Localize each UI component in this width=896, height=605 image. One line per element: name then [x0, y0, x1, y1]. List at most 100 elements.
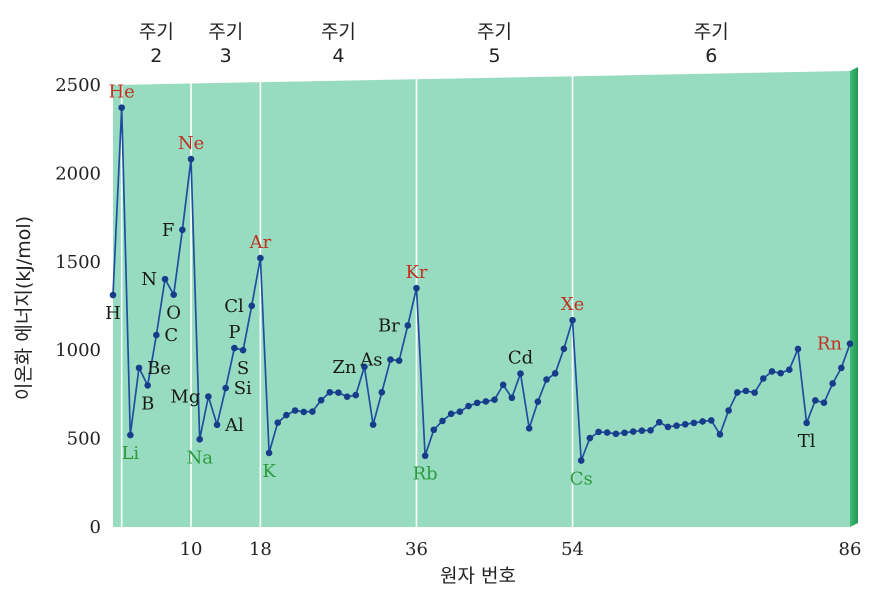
point-z61	[629, 428, 637, 435]
point-z34	[395, 357, 403, 364]
point-z49	[525, 425, 533, 432]
label-Kr: Kr	[405, 262, 427, 283]
label-O: O	[166, 303, 181, 324]
period-number-2: 2	[150, 45, 162, 67]
period-number-6: 6	[705, 45, 717, 67]
label-He: He	[108, 82, 134, 103]
point-z65	[664, 423, 672, 431]
point-z9	[179, 226, 186, 234]
point-z40	[447, 410, 455, 418]
point-z85	[838, 364, 845, 372]
label-Be: Be	[147, 358, 171, 379]
ytick-2500: 2500	[55, 75, 101, 96]
label-Mg: Mg	[170, 387, 200, 408]
point-z22	[291, 407, 299, 414]
point-z62	[638, 427, 646, 434]
point-z10	[187, 155, 195, 163]
ytick-1500: 1500	[55, 252, 101, 273]
period-word-3: 주기	[208, 21, 243, 43]
label-Xe: Xe	[561, 294, 584, 315]
label-S: S	[237, 358, 249, 379]
label-Cs: Cs	[570, 469, 593, 490]
point-z48	[517, 370, 524, 377]
period-number-3: 3	[220, 45, 232, 67]
xtick-10: 10	[180, 539, 203, 560]
label-P: P	[228, 322, 240, 343]
point-z73	[733, 389, 741, 396]
point-z83	[820, 399, 828, 407]
point-z21	[283, 411, 290, 419]
point-z20	[274, 419, 282, 426]
point-z24	[309, 408, 316, 415]
x-axis-ticks: 10 18 36 54 86	[180, 539, 862, 560]
point-z46	[499, 381, 507, 389]
period-word-4: 주기	[321, 21, 356, 43]
label-Ar: Ar	[249, 232, 272, 253]
label-H: H	[105, 303, 121, 324]
xtick-36: 36	[405, 539, 428, 560]
point-z7	[161, 275, 169, 283]
point-z84	[829, 380, 836, 387]
point-z56	[586, 434, 594, 442]
point-z30	[361, 363, 368, 371]
point-z38	[430, 426, 438, 434]
point-z72	[725, 407, 732, 414]
point-z29	[352, 391, 360, 399]
point-z39	[439, 417, 446, 425]
point-z42	[465, 402, 472, 410]
y-axis-title: 이온화 에너지(kJ/mol)	[13, 216, 35, 400]
period-word-5: 주기	[477, 21, 512, 43]
xtick-54: 54	[561, 539, 584, 560]
period-number-5: 5	[488, 45, 500, 67]
point-z71	[716, 431, 724, 438]
point-z8	[170, 291, 177, 298]
label-As: As	[359, 350, 382, 371]
period-word-2: 주기	[139, 21, 174, 43]
point-z66	[673, 422, 680, 429]
point-z36	[413, 284, 420, 292]
point-z41	[456, 408, 464, 416]
label-Tl: Tl	[798, 431, 816, 452]
y-axis-ticks: 0 500 1000 1500 2000 2500	[55, 75, 101, 538]
point-z12	[205, 393, 212, 400]
point-z11	[196, 436, 204, 443]
point-z77	[768, 368, 776, 375]
point-z78	[777, 369, 784, 377]
point-z27	[335, 389, 342, 396]
point-z1	[109, 291, 117, 299]
label-Cl: Cl	[224, 296, 244, 317]
point-z43	[473, 399, 481, 407]
label-B: B	[141, 393, 154, 414]
point-z58	[603, 429, 611, 436]
ytick-1000: 1000	[55, 340, 101, 361]
point-z53	[560, 345, 568, 353]
point-z69	[699, 418, 706, 425]
point-z16	[239, 346, 247, 354]
label-Ne: Ne	[178, 133, 204, 154]
point-z80	[794, 345, 802, 353]
period-number-4: 4	[332, 45, 344, 67]
point-z63	[647, 426, 654, 434]
point-z50	[534, 398, 542, 405]
ytick-0: 0	[90, 517, 101, 538]
point-z74	[742, 387, 750, 395]
label-Si: Si	[234, 378, 252, 399]
label-F: F	[162, 220, 175, 241]
point-z44	[482, 398, 490, 405]
point-z13	[213, 421, 221, 429]
point-z75	[751, 389, 758, 396]
point-z59	[612, 430, 620, 438]
period-word-6: 주기	[694, 21, 729, 43]
xtick-86: 86	[839, 539, 862, 560]
point-z81	[803, 419, 810, 427]
point-z5	[144, 382, 151, 389]
point-z32	[378, 388, 386, 396]
point-z25	[317, 396, 325, 404]
ytick-500: 500	[67, 429, 101, 450]
point-z68	[690, 419, 698, 427]
point-z64	[655, 418, 663, 426]
label-Zn: Zn	[332, 357, 357, 378]
point-z2	[118, 104, 125, 111]
xtick-18: 18	[249, 539, 272, 560]
